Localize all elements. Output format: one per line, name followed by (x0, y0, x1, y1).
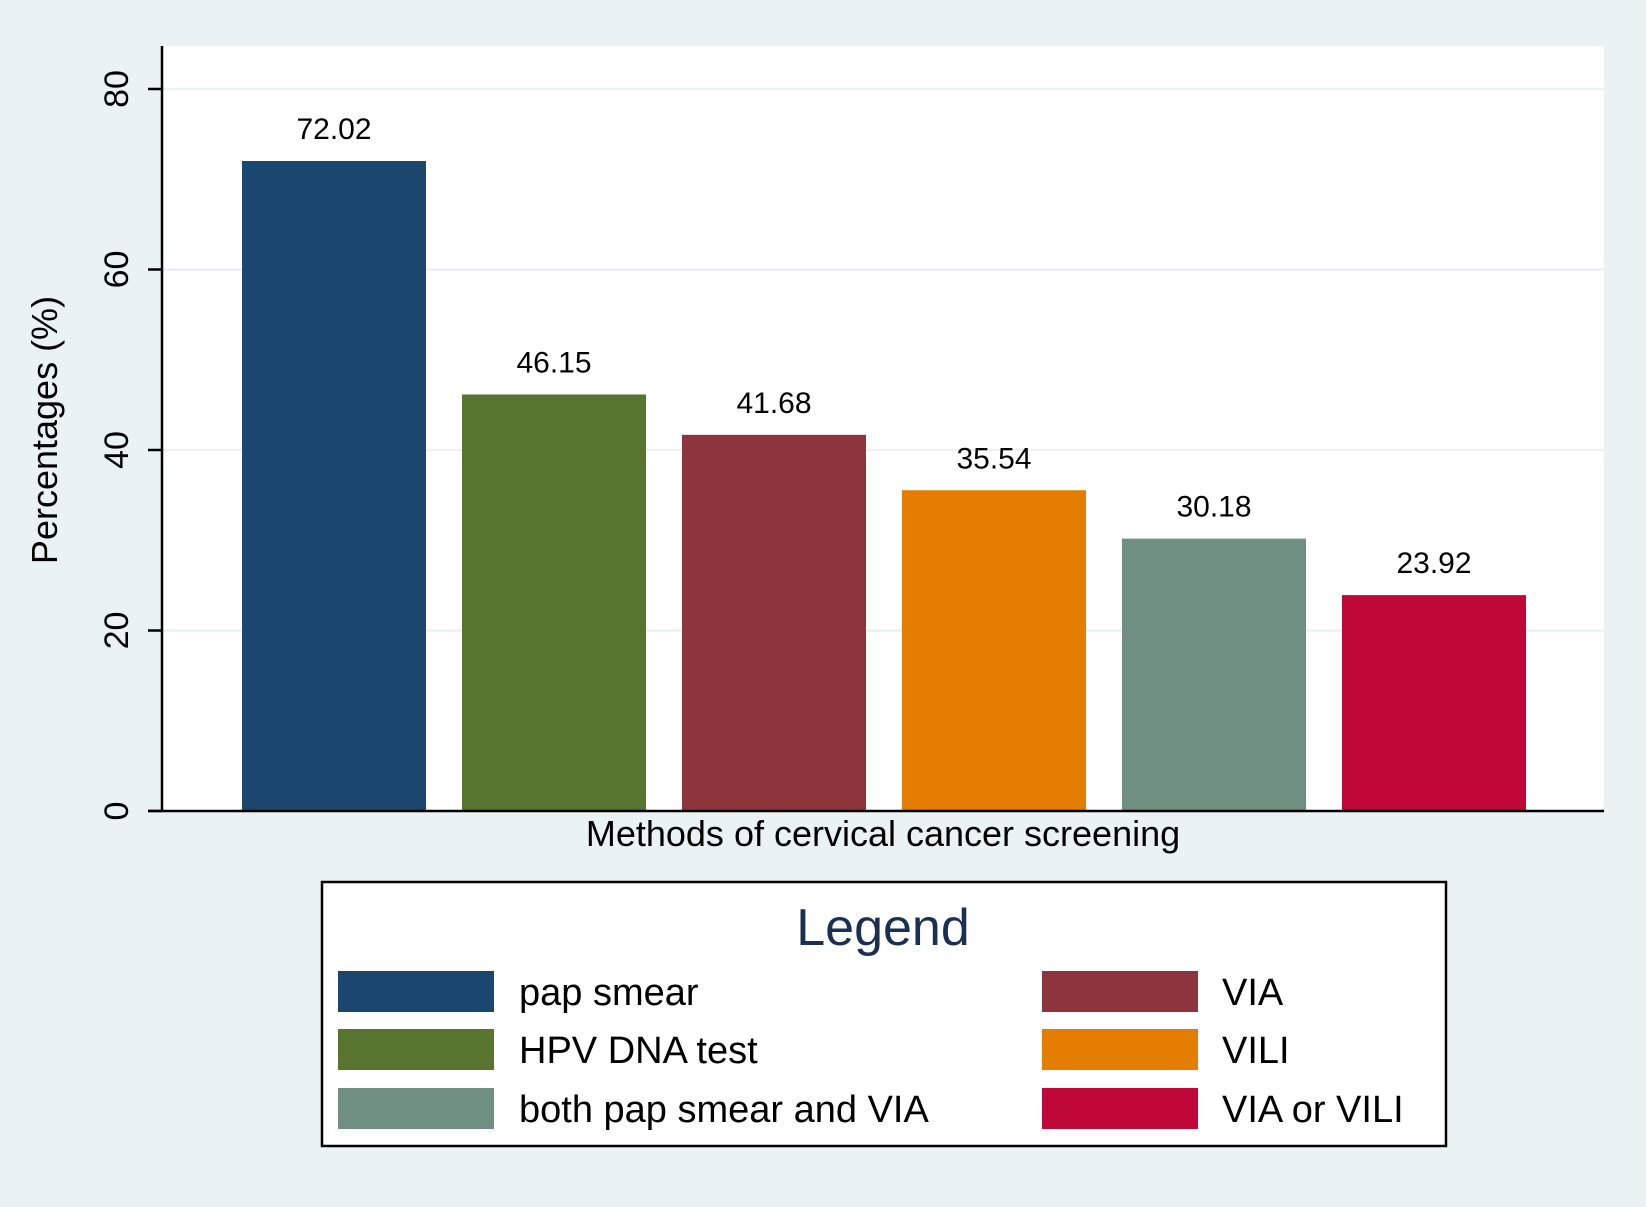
legend-label-6: VIA or VILI (1222, 1089, 1404, 1131)
legend-label-5: both pap smear and VIA (519, 1089, 929, 1131)
y-tick-label-0: 0 (98, 802, 136, 821)
legend-label-4: VILI (1222, 1030, 1290, 1072)
value-label-5: 30.18 (1176, 491, 1251, 524)
legend-title: Legend (796, 899, 970, 957)
value-label-1: 72.02 (296, 113, 371, 146)
y-tick-label-80: 80 (98, 70, 136, 108)
value-label-4: 35.54 (956, 442, 1031, 475)
bar-6 (1342, 595, 1526, 811)
bar-2 (462, 394, 646, 811)
value-label-3: 41.68 (736, 387, 811, 420)
legend: Legend pap smear VIA HPV DNA test VILI both … (320, 880, 1448, 1148)
legend-box (320, 880, 1448, 1148)
y-axis-label: Percentages (%) (24, 296, 65, 564)
legend-swatch-2 (1042, 971, 1198, 1012)
bar-1 (242, 161, 426, 811)
bar-4 (902, 490, 1086, 811)
bars (242, 161, 1526, 811)
y-tick-label-20: 20 (98, 612, 136, 650)
legend-swatch-4 (1042, 1029, 1198, 1070)
value-labels: 72.02 46.15 41.68 35.54 30.18 23.92 (296, 113, 1471, 580)
legend-swatch-6 (1042, 1088, 1198, 1129)
bar-5 (1122, 538, 1306, 811)
legend-label-1: pap smear (519, 972, 699, 1014)
y-tick-labels: 0 20 40 60 80 (98, 70, 136, 820)
value-label-2: 46.15 (516, 346, 591, 379)
legend-swatch-1 (338, 971, 494, 1012)
legend-label-2: VIA (1222, 972, 1284, 1014)
y-tick-label-60: 60 (98, 251, 136, 289)
x-axis-label: Methods of cervical cancer screening (586, 813, 1180, 854)
axes (148, 46, 1604, 813)
legend-swatch-5 (338, 1088, 494, 1129)
bar-3 (682, 434, 866, 811)
value-label-6: 23.92 (1396, 547, 1471, 580)
legend-label-3: HPV DNA test (519, 1030, 758, 1072)
y-tick-label-40: 40 (98, 431, 136, 469)
legend-entries: pap smear VIA HPV DNA test VILI both pap sme… (338, 971, 1404, 1131)
legend-swatch-3 (338, 1029, 494, 1070)
